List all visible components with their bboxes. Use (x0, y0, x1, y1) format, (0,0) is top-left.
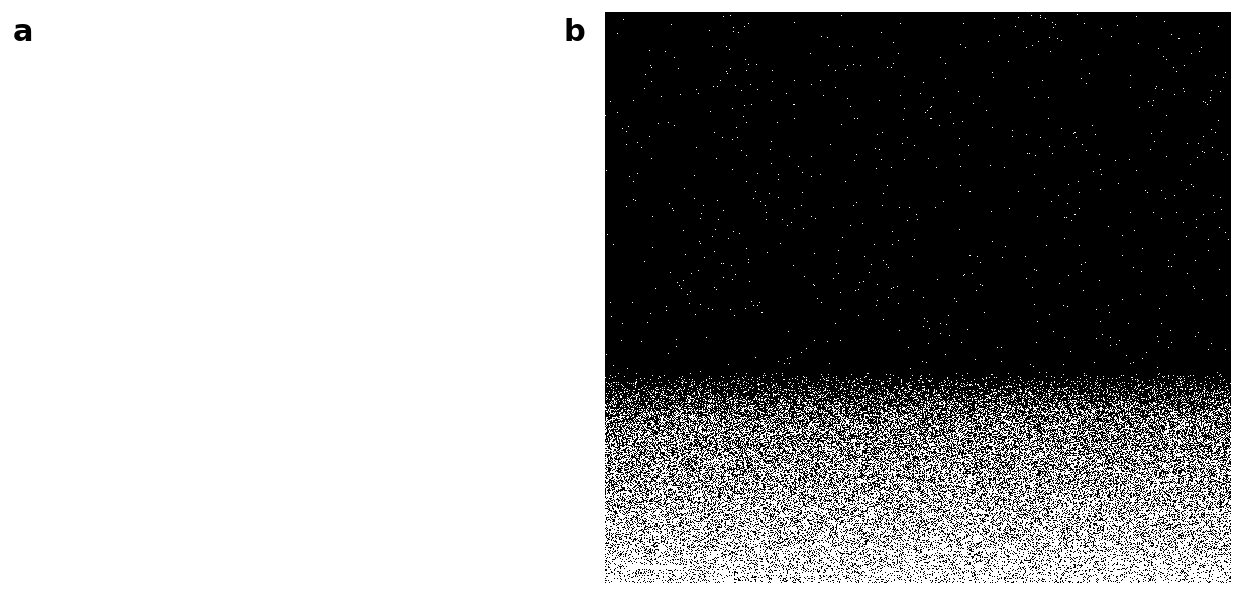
Text: 水: 水 (196, 274, 211, 298)
Text: b: b (564, 18, 586, 47)
Text: 氯俿: 氯俿 (279, 362, 302, 381)
Bar (627, 565, 683, 569)
Text: a: a (12, 18, 33, 47)
Text: 水: 水 (318, 274, 333, 298)
